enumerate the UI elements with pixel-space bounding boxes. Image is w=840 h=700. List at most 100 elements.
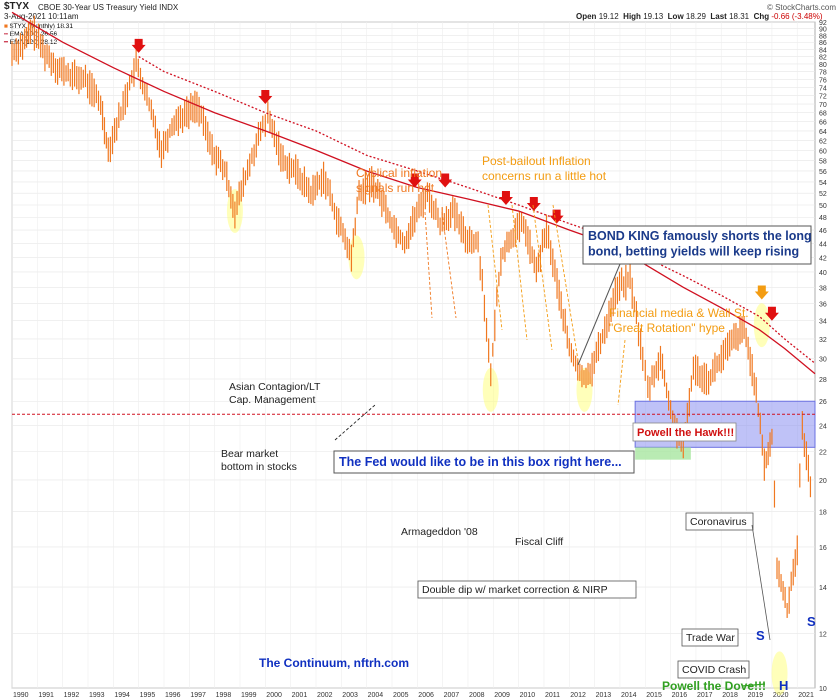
- x-tick-label: 2010: [520, 692, 536, 699]
- x-tick-label: 2018: [722, 692, 738, 699]
- y-tick-label: 54: [819, 180, 827, 187]
- y-tick-label: 80: [819, 62, 827, 69]
- x-tick-label: 1999: [241, 692, 257, 699]
- coronavirus-box: [685, 512, 754, 531]
- highlight-circle: [753, 303, 770, 348]
- x-tick-label: 2017: [697, 692, 713, 699]
- y-tick-label: 90: [819, 27, 827, 34]
- y-tick-label: 88: [819, 33, 827, 40]
- x-tick-label: 2004: [368, 692, 384, 699]
- y-tick-label: 60: [819, 148, 827, 155]
- y-tick-label: 66: [819, 120, 827, 127]
- x-tick-label: 1997: [190, 692, 206, 699]
- red-arrow: [498, 190, 513, 205]
- y-tick-label: 42: [819, 255, 827, 262]
- shoulder-right: S: [807, 614, 816, 629]
- red-arrow: [407, 173, 422, 188]
- bond-king-box: [582, 225, 812, 265]
- annotation-leader: [441, 211, 457, 319]
- head-label: H: [779, 678, 788, 693]
- x-tick-label: 2009: [494, 692, 510, 699]
- chart-header: $TYX CBOE 30-Year US Treasury Yield INDX…: [0, 0, 840, 22]
- y-tick-label: 48: [819, 215, 827, 222]
- orange-arrow: [754, 285, 769, 300]
- y-tick-label: 14: [819, 585, 827, 592]
- red-arrow: [438, 173, 453, 188]
- y-tick-label: 86: [819, 40, 827, 47]
- y-tick-label: 58: [819, 158, 827, 165]
- x-tick-label: 2021: [798, 692, 814, 699]
- annotation-coronavirus: Coronavirus: [690, 516, 747, 528]
- y-tick-label: 24: [819, 423, 827, 430]
- annotation-leader: [532, 204, 553, 351]
- y-tick-label: 34: [819, 319, 827, 326]
- annotation-leader: [424, 211, 433, 319]
- x-tick-label: 2016: [672, 692, 688, 699]
- x-tick-label: 1995: [140, 692, 156, 699]
- annotation-trade-war: Trade War: [686, 632, 735, 644]
- y-tick-label: 28: [819, 377, 827, 384]
- fed-box-label: [333, 450, 635, 474]
- annotation-leader: [511, 204, 528, 341]
- y-tick-label: 68: [819, 111, 827, 118]
- x-tick-label: 1996: [165, 692, 181, 699]
- annotation-cyclical: Cyclical inflation signals run hot: [356, 166, 442, 195]
- annotation-armageddon: Armageddon '08: [401, 526, 478, 538]
- x-tick-label: 2015: [646, 692, 662, 699]
- annotation-covid-crash: COVID Crash: [682, 664, 746, 676]
- x-tick-label: 1991: [38, 692, 54, 699]
- red-arrow: [549, 209, 564, 224]
- legend-ema100: ╍ EMA(100) 26.56: [4, 31, 58, 38]
- ohlc-readout: Open 19.12 High 19.13 Low 18.29 Last 18.…: [576, 12, 823, 21]
- instrument-name: CBOE 30-Year US Treasury Yield INDX: [38, 3, 179, 12]
- legend-price: ■ $TYX (Monthly) 18.31: [4, 23, 73, 30]
- y-tick-label: 10: [819, 686, 827, 693]
- annotation-fed-box: The Fed would like to be in this box rig…: [339, 455, 622, 469]
- bond-king-leader: [577, 263, 621, 366]
- double-dip-label-box: [417, 580, 637, 599]
- y-tick-label: 56: [819, 169, 827, 176]
- y-tick-label: 18: [819, 510, 827, 517]
- y-tick-label: 70: [819, 102, 827, 109]
- x-tick-label: 1993: [89, 692, 105, 699]
- annotation-double-dip: Double dip w/ market correction & NIRP: [422, 584, 608, 596]
- highlight-circle: [348, 235, 365, 280]
- x-tick-label: 2011: [545, 692, 560, 699]
- annotation-powell-hawk: Powell the Hawk!!!: [637, 427, 734, 439]
- y-tick-label: 78: [819, 70, 827, 77]
- y-tick-label: 32: [819, 337, 827, 344]
- y-tick-label: 84: [819, 47, 827, 54]
- x-tick-label: 2012: [570, 692, 586, 699]
- annotation-bear-market: Bear market bottom in stocks: [221, 448, 297, 473]
- y-tick-label: 26: [819, 399, 827, 406]
- x-tick-label: 2003: [342, 692, 358, 699]
- x-tick-label: 1990: [13, 692, 29, 699]
- x-tick-label: 2007: [444, 692, 460, 699]
- y-tick-label: 82: [819, 55, 827, 62]
- y-tick-label: 72: [819, 94, 827, 101]
- covid-crash-box: [677, 660, 750, 679]
- highlight-circle: [771, 651, 788, 696]
- shoulder-left: S: [756, 628, 765, 643]
- symbol: $TYX: [4, 1, 30, 12]
- y-tick-label: 22: [819, 449, 827, 456]
- watermark: © StockCharts.com: [766, 3, 836, 12]
- y-tick-label: 92: [819, 20, 827, 27]
- y-tick-label: 20: [819, 478, 827, 485]
- annotation-fiscal-cliff: Fiscal Cliff: [515, 536, 563, 548]
- y-tick-label: 50: [819, 203, 827, 210]
- y-tick-label: 30: [819, 356, 827, 363]
- powell-dove-arrow: [741, 683, 766, 687]
- x-tick-label: 2005: [393, 692, 409, 699]
- x-tick-label: 2006: [418, 692, 434, 699]
- annotation-continuum: The Continuum, nftrh.com: [259, 656, 409, 670]
- x-tick-label: 2013: [596, 692, 612, 699]
- double-dip-box: [635, 447, 691, 460]
- x-tick-label: 1994: [114, 692, 130, 699]
- y-tick-label: 40: [819, 270, 827, 277]
- x-tick-label: 2014: [621, 692, 637, 699]
- x-tick-label: 2001: [292, 692, 308, 699]
- y-tick-label: 64: [819, 129, 827, 136]
- highlight-circle: [482, 367, 499, 412]
